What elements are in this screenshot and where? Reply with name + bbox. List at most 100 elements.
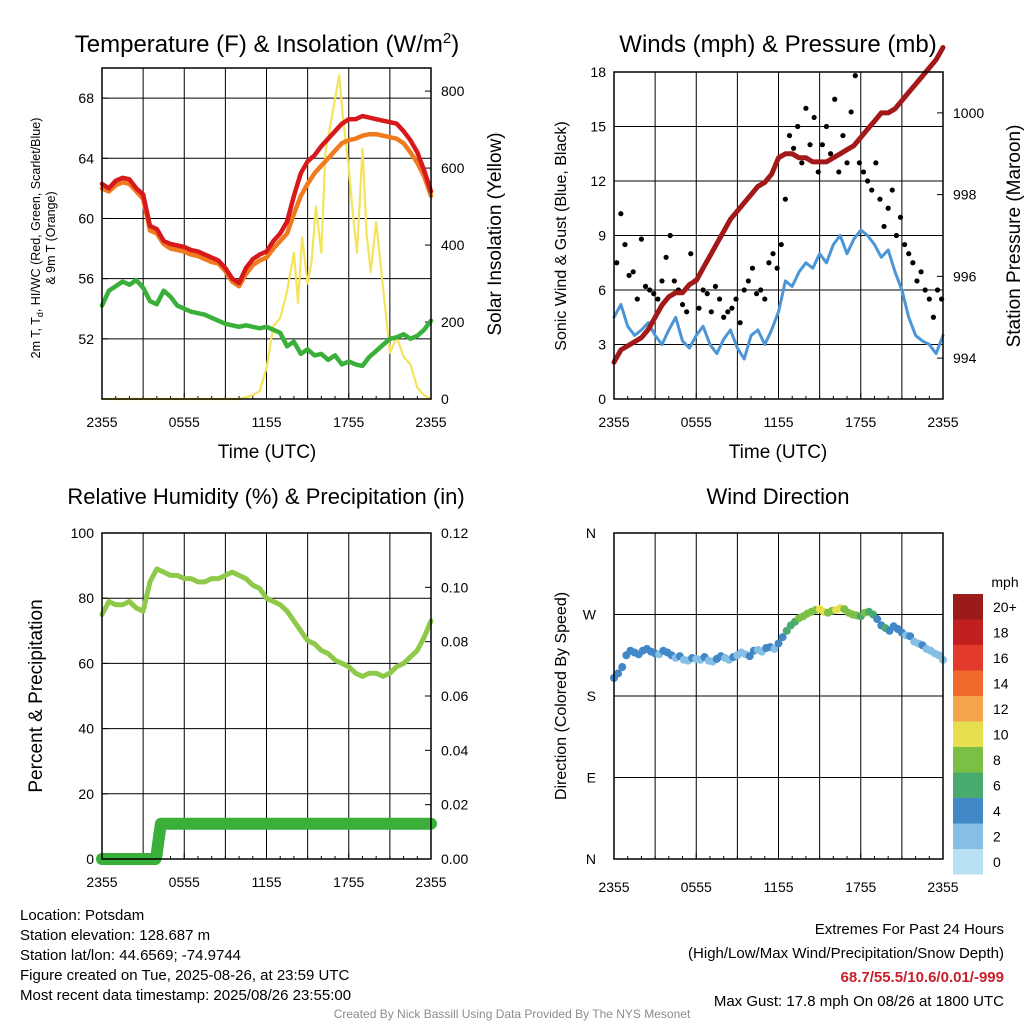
temperature-ytick-label: 68: [78, 90, 94, 106]
gust-point: [922, 287, 928, 293]
temperature-title: Temperature (F) & Insolation (W/m2): [75, 30, 459, 58]
gust-point: [902, 241, 908, 248]
gust-point: [897, 214, 904, 220]
gust-point: [614, 260, 620, 266]
gust-point: [638, 236, 645, 242]
wind-direction-point: [778, 633, 787, 642]
gust-point: [910, 260, 916, 266]
humidity-title: Relative Humidity (%) & Precipitation (i…: [67, 484, 464, 509]
humidity-y2tick-label: 0.10: [441, 579, 468, 595]
gust-point: [749, 265, 756, 271]
gust-point: [840, 132, 846, 139]
gust-point: [774, 265, 780, 271]
gust-point: [815, 169, 821, 175]
wind-direction-point: [745, 652, 754, 661]
winds-xtick-label: 1155: [763, 414, 793, 430]
winds-ytick-label: 6: [598, 282, 606, 298]
winds-y2tick-label: 1000: [953, 105, 984, 121]
winds-xtick-label: 2355: [927, 414, 958, 430]
gust-point: [766, 260, 772, 266]
extremes-box: Extremes For Past 24 Hours (High/Low/Max…: [688, 918, 1004, 1014]
gust-point: [795, 123, 801, 130]
gust-point: [725, 309, 731, 315]
speed-legend-swatch: [953, 594, 983, 620]
humidity-xtick-label: 2355: [415, 874, 446, 890]
wind-direction-ytick-label: N: [586, 525, 596, 541]
gust-point: [860, 169, 867, 175]
gust-point: [778, 241, 784, 248]
station-location: Location: Potsdam: [20, 907, 145, 924]
gust-point: [667, 232, 673, 239]
gust-point: [626, 272, 632, 279]
humidity-xtick-label: 2355: [86, 874, 117, 890]
speed-legend-label: 6: [993, 778, 1001, 794]
gust-point: [844, 160, 850, 166]
gust-point: [721, 314, 727, 320]
wind-direction-xtick-label: 2355: [598, 879, 629, 895]
speed-legend-swatch: [953, 747, 983, 773]
humidity-xtick-label: 1755: [333, 874, 364, 890]
wind-direction-ytick-label: E: [587, 770, 596, 786]
temperature-y2tick-label: 600: [441, 160, 465, 176]
speed-legend-label: 4: [993, 803, 1001, 819]
gust-point: [684, 309, 690, 315]
extremes-values: 68.7/55.5/10.6/0.01/-999: [840, 969, 1004, 986]
speed-legend-swatch: [953, 798, 983, 824]
winds-ytick-label: 3: [598, 337, 606, 353]
gust-point: [753, 291, 760, 297]
winds-xtick-label: 1755: [845, 414, 876, 430]
humidity-y2tick-label: 0.04: [441, 742, 468, 758]
humidity-y2tick-label: 0.08: [441, 634, 468, 650]
gust-point: [877, 196, 883, 202]
gust-point: [865, 178, 871, 184]
gust-point: [934, 287, 941, 293]
gust-point: [770, 251, 776, 257]
humidity-y2tick-label: 0.12: [441, 525, 468, 541]
winds-ytick-label: 15: [590, 119, 606, 135]
winds-y2tick-label: 994: [953, 350, 977, 366]
temperature-panel: Temperature (F) & Insolation (W/m2) Time…: [29, 30, 506, 463]
humidity-ytick-label: 100: [71, 525, 95, 541]
credit-line: Created By Nick Bassill Using Data Provi…: [333, 1007, 691, 1021]
gust-point: [803, 105, 809, 111]
gust-point: [790, 145, 797, 151]
dewpoint-line: [99, 277, 434, 369]
wind-direction-point: [873, 615, 882, 624]
wind-direction-point: [770, 644, 779, 653]
gust-point: [811, 114, 817, 121]
wind-direction-plot-border: [613, 532, 944, 860]
temperature-xtick-label: 1755: [333, 414, 364, 430]
gust-point: [827, 151, 834, 157]
gust-point: [782, 196, 788, 202]
speed-legend-swatch: [953, 619, 983, 645]
winds-ytick-label: 18: [590, 64, 606, 80]
station-elevation: Station elevation: 128.687 m: [20, 927, 211, 944]
gust-point: [618, 211, 624, 217]
gust-point: [819, 142, 825, 148]
speed-legend-swatch: [953, 823, 983, 849]
speed-legend-label: 2: [993, 829, 1001, 845]
gust-point: [762, 296, 768, 302]
wind-direction-ytick-label: S: [587, 688, 596, 704]
gust-point: [651, 291, 657, 297]
temperature-xtick-label: 2355: [86, 414, 117, 430]
temperature-xlabel: Time (UTC): [218, 442, 317, 463]
wind-direction-xtick-label: 0555: [681, 879, 712, 895]
winds-xtick-label: 0555: [681, 414, 712, 430]
max-gust: Max Gust: 17.8 mph On 08/26 at 1800 UTC: [713, 993, 1004, 1010]
sonic-wind-line: [612, 228, 945, 361]
station-info: Location: Potsdam Station elevation: 128…: [20, 906, 351, 1006]
humidity-plot-border: [101, 532, 432, 860]
extremes-title: Extremes For Past 24 Hours: [814, 921, 1004, 938]
gust-point: [679, 301, 686, 308]
gust-point: [622, 241, 628, 248]
gust-point: [786, 132, 793, 139]
gust-point: [712, 283, 719, 289]
speed-legend-swatch: [953, 772, 983, 798]
temperature-ytick-label: 56: [78, 271, 94, 287]
humidity-xtick-label: 0555: [169, 874, 200, 890]
gust-point: [708, 309, 714, 315]
temp-2m-line: [99, 113, 434, 286]
winds-ylabel: Sonic Wind & Gust (Blue, Black): [553, 121, 570, 350]
speed-legend-label: 0: [993, 854, 1001, 870]
